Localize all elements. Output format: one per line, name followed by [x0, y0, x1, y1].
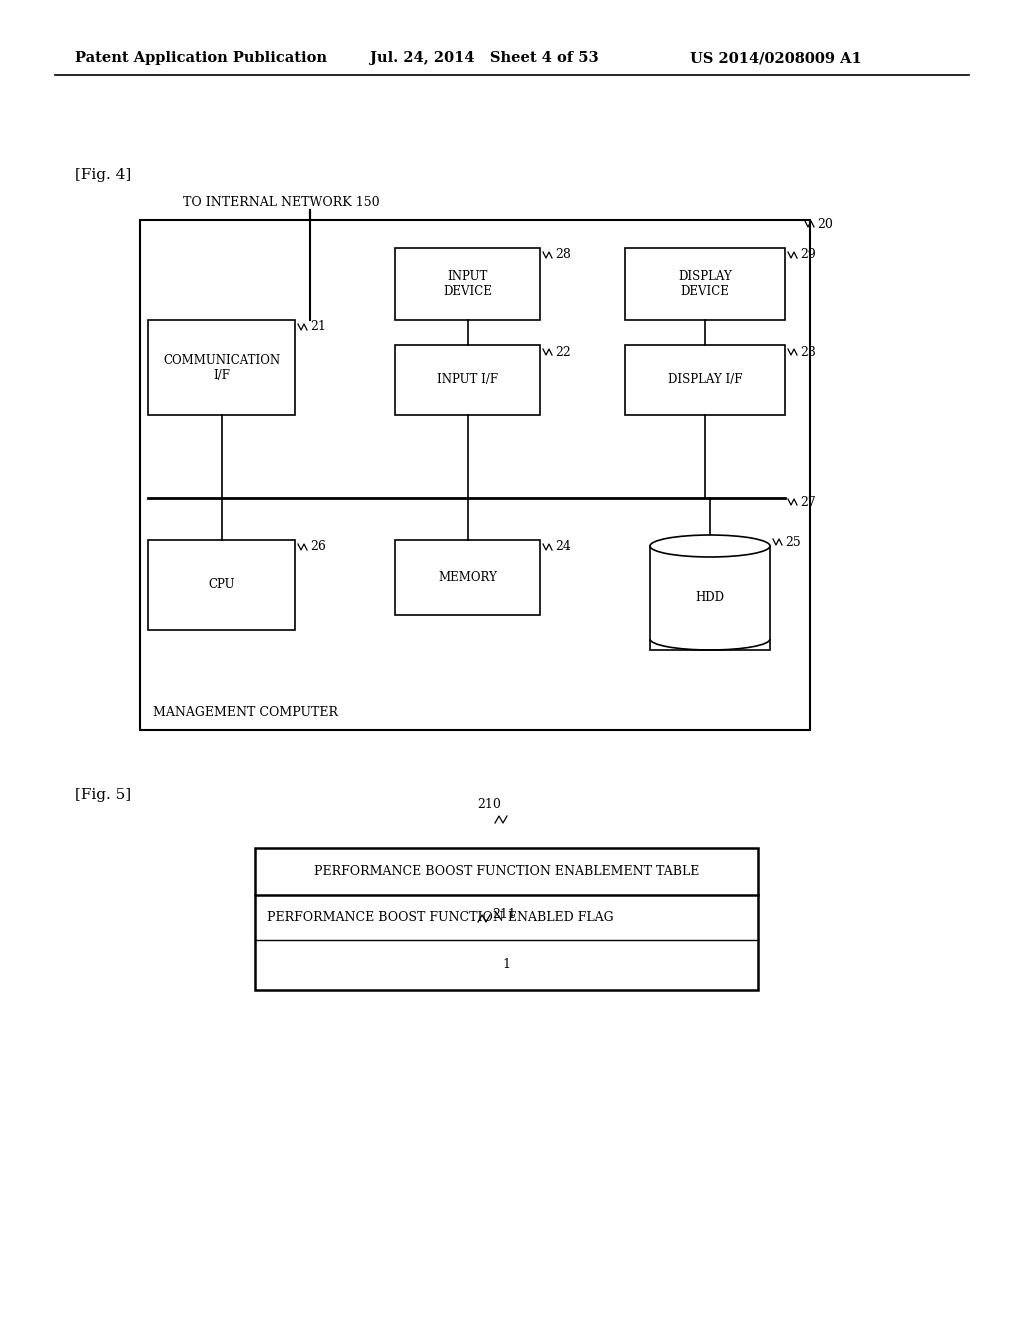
Text: 25: 25 [785, 536, 801, 549]
Text: 23: 23 [800, 346, 816, 359]
Bar [148, 319, 295, 414]
Text: 1: 1 [503, 958, 511, 972]
Text: INPUT I/F: INPUT I/F [437, 374, 498, 387]
Bar [255, 847, 758, 990]
Bar [395, 540, 540, 615]
Text: TO INTERNAL NETWORK 150: TO INTERNAL NETWORK 150 [183, 195, 380, 209]
Text: HDD: HDD [695, 591, 725, 605]
Text: INPUT
DEVICE: INPUT DEVICE [443, 271, 492, 298]
Text: Patent Application Publication: Patent Application Publication [75, 51, 327, 65]
Bar [148, 540, 295, 630]
Text: 211: 211 [492, 908, 516, 921]
Text: 26: 26 [310, 540, 326, 553]
Text: MANAGEMENT COMPUTER: MANAGEMENT COMPUTER [153, 705, 338, 718]
Bar [650, 546, 770, 649]
Text: DISPLAY
DEVICE: DISPLAY DEVICE [678, 271, 732, 298]
Bar [625, 248, 785, 319]
Text: 210: 210 [477, 797, 501, 810]
Text: CPU: CPU [208, 578, 234, 591]
Text: 20: 20 [817, 218, 833, 231]
Text: 21: 21 [310, 321, 326, 334]
Text: 27: 27 [800, 495, 816, 508]
Text: 29: 29 [800, 248, 816, 261]
Text: PERFORMANCE BOOST FUNCTION ENABLEMENT TABLE: PERFORMANCE BOOST FUNCTION ENABLEMENT TA… [313, 865, 699, 878]
Bar [625, 345, 785, 414]
Text: [Fig. 4]: [Fig. 4] [75, 168, 131, 182]
Text: US 2014/0208009 A1: US 2014/0208009 A1 [690, 51, 862, 65]
Text: [Fig. 5]: [Fig. 5] [75, 788, 131, 803]
Bar [395, 248, 540, 319]
Text: 24: 24 [555, 540, 570, 553]
Text: 28: 28 [555, 248, 570, 261]
Text: PERFORMANCE BOOST FUNCTION ENABLED FLAG: PERFORMANCE BOOST FUNCTION ENABLED FLAG [267, 911, 613, 924]
Text: MEMORY: MEMORY [438, 572, 497, 583]
Text: Jul. 24, 2014   Sheet 4 of 53: Jul. 24, 2014 Sheet 4 of 53 [370, 51, 599, 65]
Ellipse shape [650, 535, 770, 557]
Text: COMMUNICATION
I/F: COMMUNICATION I/F [163, 354, 280, 381]
Text: DISPLAY I/F: DISPLAY I/F [668, 374, 742, 387]
Bar [140, 220, 810, 730]
Bar [395, 345, 540, 414]
Text: 22: 22 [555, 346, 570, 359]
